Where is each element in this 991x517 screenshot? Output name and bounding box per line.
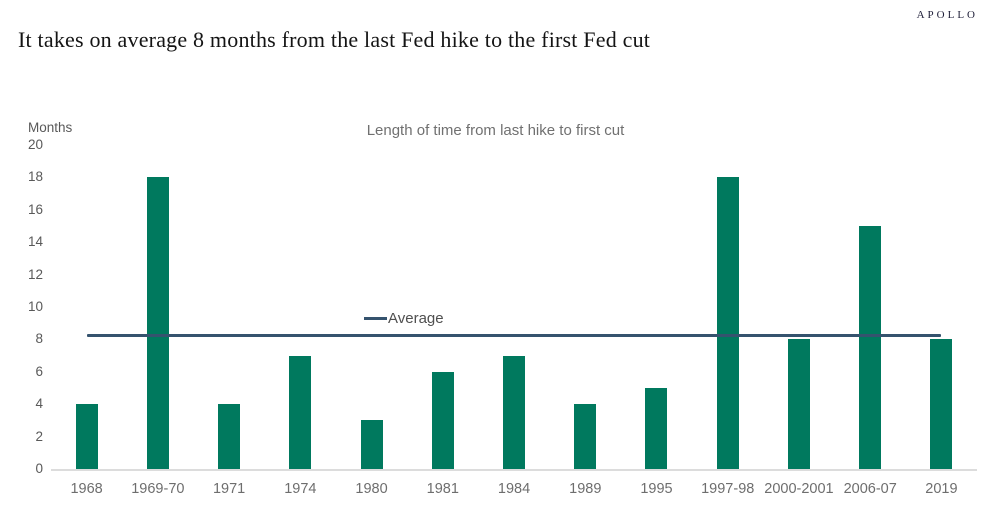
x-tick-label: 1980 <box>355 481 388 497</box>
x-tick-label: 1971 <box>212 481 246 497</box>
y-tick-label: 8 <box>35 331 43 347</box>
x-tick-label: 2000-2001 <box>764 481 834 497</box>
y-tick-label: 2 <box>35 428 43 444</box>
y-tick-label: 4 <box>35 396 43 412</box>
bar-slot <box>407 145 478 469</box>
bar-slot <box>692 145 763 469</box>
y-tick-label: 10 <box>27 299 43 314</box>
legend-label: Average <box>388 310 444 327</box>
bar-slot <box>336 145 407 469</box>
bars-row <box>51 145 977 469</box>
bar-slot <box>763 145 834 469</box>
bar-2006-07 <box>859 226 882 469</box>
bar-1997-98 <box>716 177 739 469</box>
bar-1989 <box>574 404 597 469</box>
bar-1971 <box>218 404 241 469</box>
bar-slot <box>906 145 977 469</box>
y-tick-label: 16 <box>27 201 43 217</box>
bar-1980 <box>360 420 383 469</box>
legend: Average <box>364 310 444 327</box>
plot-area <box>51 145 977 471</box>
x-tick-label: 1995 <box>640 481 673 497</box>
y-tick-label: 0 <box>35 461 43 476</box>
y-axis-title: Months <box>28 120 73 135</box>
bar-1968 <box>75 404 98 469</box>
x-tick-label: 2006-07 <box>843 481 897 497</box>
bar-slot <box>835 145 906 469</box>
bar-slot <box>478 145 549 469</box>
y-tick-label: 12 <box>27 266 43 282</box>
y-tick-label: 14 <box>27 234 43 250</box>
bar-1995 <box>645 388 668 469</box>
x-tick-label: 1981 <box>426 481 459 497</box>
bar-2019 <box>930 339 953 469</box>
bar-slot <box>51 145 122 469</box>
bar-1974 <box>289 355 312 469</box>
bar-1984 <box>503 355 526 469</box>
bar-slot <box>621 145 692 469</box>
x-tick-label: 1989 <box>569 481 602 497</box>
bar-1981 <box>431 371 454 469</box>
x-tick-label: 1997-98 <box>701 481 755 497</box>
bar-slot <box>550 145 621 469</box>
y-tick-label: 18 <box>27 169 43 185</box>
page-title: It takes on average 8 months from the la… <box>18 27 651 52</box>
bar-slot <box>193 145 264 469</box>
average-line <box>86 334 942 338</box>
x-tick-label: 1969-70 <box>131 481 185 497</box>
bar-slot <box>122 145 193 469</box>
chart-title: Length of time from last hike to first c… <box>366 122 625 139</box>
x-tick-label: 2019 <box>925 481 958 497</box>
bar-2000-2001 <box>787 339 810 469</box>
apollo-logo: APOLLO <box>916 9 978 21</box>
x-tick-label: 1968 <box>70 481 103 497</box>
x-tick-label: 1984 <box>497 481 531 497</box>
legend-line-swatch <box>364 317 387 320</box>
x-axis-labels: 1968 1969-70 1971 1974 1980 1981 1984 1989 1995 1… <box>51 481 977 497</box>
x-tick-label: 1974 <box>284 481 317 497</box>
y-tick-label: 20 <box>27 137 43 152</box>
bar-1969-70 <box>146 177 169 469</box>
bar-slot <box>265 145 336 469</box>
y-tick-label: 6 <box>35 363 43 379</box>
